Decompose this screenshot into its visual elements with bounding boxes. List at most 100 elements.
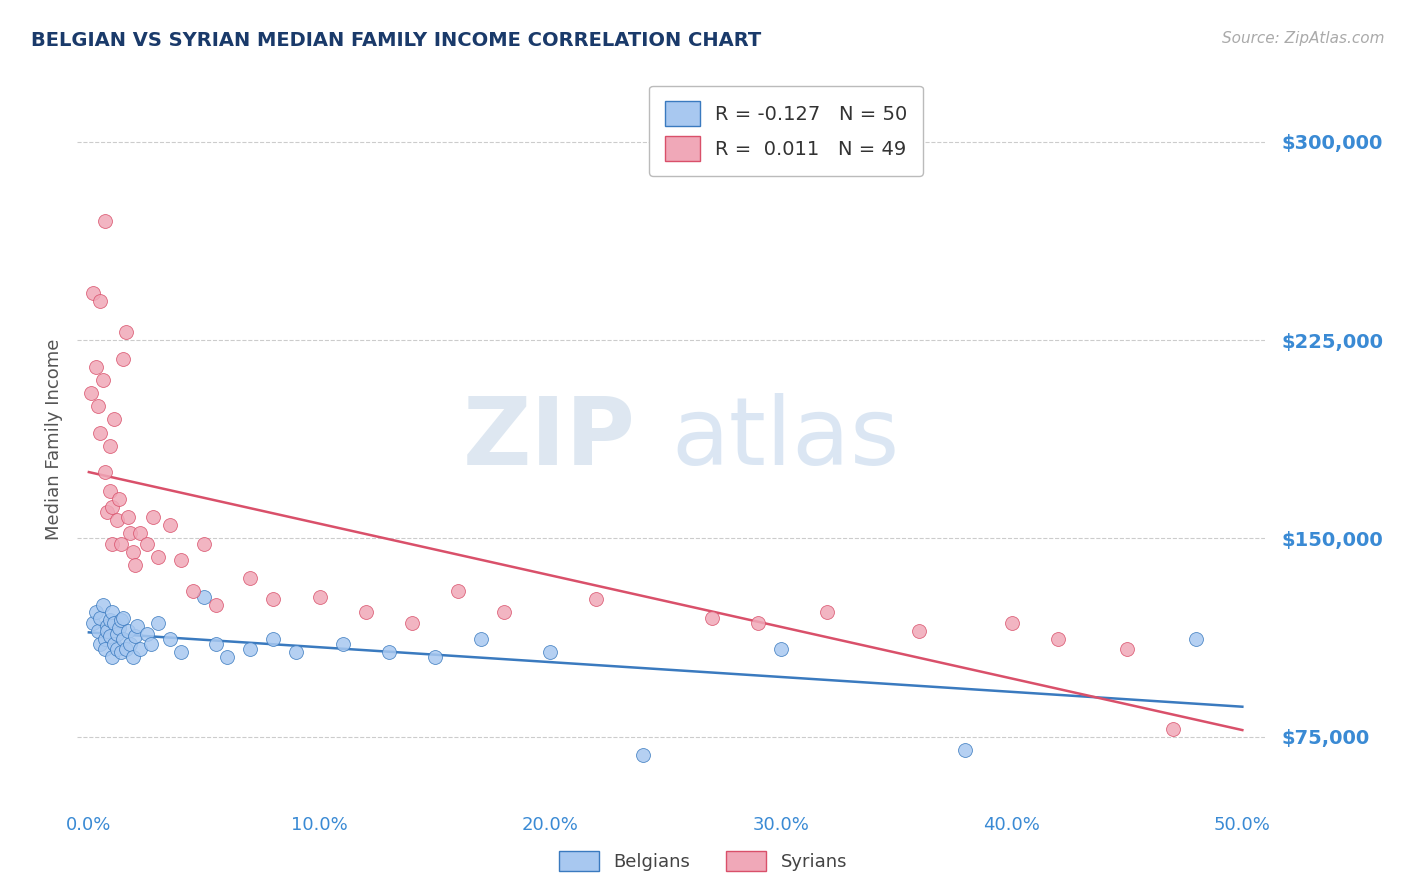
Point	[121, 650, 143, 665]
Point	[91, 373, 114, 387]
Text: BELGIAN VS SYRIAN MEDIAN FAMILY INCOME CORRELATION CHART: BELGIAN VS SYRIAN MEDIAN FAMILY INCOME C…	[31, 31, 761, 50]
Point	[108, 621, 131, 635]
Point	[700, 611, 723, 625]
Point	[146, 615, 169, 630]
Point	[308, 590, 330, 604]
Point	[98, 483, 121, 498]
Point	[354, 606, 377, 620]
Point	[101, 650, 124, 665]
Point	[747, 615, 769, 630]
Point	[815, 606, 838, 620]
Point	[94, 632, 117, 646]
Point	[401, 615, 423, 630]
Point	[769, 642, 792, 657]
Point	[135, 537, 157, 551]
Point	[120, 637, 142, 651]
Point	[262, 632, 284, 646]
Point	[110, 645, 132, 659]
Point	[110, 537, 132, 551]
Point	[127, 618, 149, 632]
Point	[105, 642, 128, 657]
Point	[204, 598, 226, 612]
Point	[89, 425, 111, 440]
Point	[378, 645, 401, 659]
Point	[170, 645, 193, 659]
Point	[193, 590, 215, 604]
Point	[101, 537, 124, 551]
Point	[447, 584, 470, 599]
Point	[159, 632, 181, 646]
Point	[128, 526, 150, 541]
Point	[101, 606, 124, 620]
Point	[1001, 615, 1024, 630]
Point	[1185, 632, 1208, 646]
Point	[908, 624, 931, 638]
Point	[239, 642, 262, 657]
Point	[142, 510, 165, 524]
Legend: R = -0.127   N = 50, R =  0.011   N = 49: R = -0.127 N = 50, R = 0.011 N = 49	[650, 86, 922, 177]
Text: atlas: atlas	[672, 393, 900, 485]
Point	[94, 214, 117, 228]
Point	[141, 637, 163, 651]
Point	[87, 624, 110, 638]
Point	[84, 606, 107, 620]
Point	[262, 592, 284, 607]
Point	[105, 626, 128, 640]
Point	[103, 412, 125, 426]
Point	[285, 645, 308, 659]
Point	[120, 526, 142, 541]
Point	[89, 637, 111, 651]
Point	[955, 743, 977, 757]
Point	[121, 544, 143, 558]
Point	[89, 611, 111, 625]
Point	[96, 624, 118, 638]
Point	[117, 510, 139, 524]
Point	[128, 642, 150, 657]
Point	[98, 629, 121, 643]
Point	[217, 650, 239, 665]
Text: Source: ZipAtlas.com: Source: ZipAtlas.com	[1222, 31, 1385, 46]
Point	[124, 558, 146, 572]
Point	[170, 552, 193, 566]
Point	[98, 614, 121, 628]
Y-axis label: Median Family Income: Median Family Income	[45, 339, 63, 540]
Point	[332, 637, 354, 651]
Point	[494, 606, 516, 620]
Point	[631, 748, 654, 763]
Point	[135, 626, 157, 640]
Point	[1046, 632, 1069, 646]
Point	[80, 386, 103, 401]
Text: ZIP: ZIP	[463, 393, 636, 485]
Point	[117, 624, 139, 638]
Point	[1116, 642, 1139, 657]
Point	[98, 439, 121, 453]
Point	[82, 285, 104, 300]
Point	[112, 632, 135, 646]
Point	[91, 598, 114, 612]
Point	[114, 642, 136, 657]
Point	[423, 650, 446, 665]
Point	[87, 399, 110, 413]
Point	[114, 325, 136, 339]
Point	[538, 645, 561, 659]
Point	[82, 615, 104, 630]
Point	[112, 611, 135, 625]
Point	[94, 642, 117, 657]
Point	[585, 592, 607, 607]
Point	[84, 359, 107, 374]
Point	[193, 537, 215, 551]
Point	[159, 518, 181, 533]
Point	[105, 513, 128, 527]
Point	[146, 549, 169, 564]
Point	[108, 491, 131, 506]
Point	[204, 637, 226, 651]
Point	[103, 637, 125, 651]
Point	[110, 614, 132, 628]
Point	[89, 293, 111, 308]
Point	[470, 632, 492, 646]
Point	[103, 615, 125, 630]
Legend: Belgians, Syrians: Belgians, Syrians	[553, 844, 853, 879]
Point	[101, 500, 124, 514]
Point	[94, 466, 117, 480]
Point	[1161, 722, 1184, 736]
